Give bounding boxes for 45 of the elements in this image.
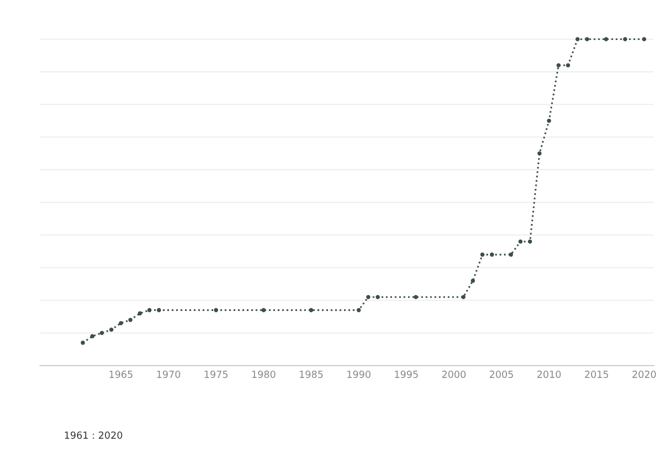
point <box>309 308 314 312</box>
point <box>100 330 104 336</box>
x-tick-label: 2020 <box>632 370 656 378</box>
point <box>214 308 218 312</box>
x-tick-label: 1990 <box>347 370 370 378</box>
point <box>566 63 570 68</box>
x-tick-label: 1980 <box>252 370 276 378</box>
x-tick-label: 1970 <box>157 370 180 378</box>
x-tick-label: 2010 <box>537 370 561 378</box>
point <box>537 151 542 156</box>
point <box>556 63 561 68</box>
point <box>414 294 418 300</box>
point <box>118 321 123 326</box>
x-tick-label: 2015 <box>584 370 608 378</box>
point <box>128 318 132 322</box>
point <box>366 294 370 300</box>
point <box>262 308 266 312</box>
point <box>356 308 361 312</box>
point <box>138 311 142 316</box>
point <box>80 340 85 345</box>
point <box>546 118 552 123</box>
point <box>490 252 494 257</box>
point <box>376 294 380 300</box>
point <box>109 328 114 332</box>
point <box>147 308 152 312</box>
text: 1961 : 2020 <box>64 432 122 439</box>
point <box>480 252 484 257</box>
x-tick-label: 1975 <box>204 370 228 378</box>
x-tick-label: 2005 <box>490 370 513 378</box>
point <box>470 278 475 283</box>
point <box>623 37 628 42</box>
x-tick-label: 2000 <box>442 370 466 378</box>
x-tick-label: 1965 <box>110 370 132 378</box>
point <box>575 37 580 42</box>
point <box>584 37 590 42</box>
point <box>508 252 514 257</box>
point <box>528 239 532 244</box>
x-tick-label: 1985 <box>300 370 323 378</box>
point <box>518 239 523 244</box>
point <box>156 308 162 312</box>
point <box>642 37 646 42</box>
point <box>461 294 466 300</box>
x-tick-label: 1995 <box>395 370 418 378</box>
point <box>90 334 94 338</box>
point <box>604 37 608 42</box>
